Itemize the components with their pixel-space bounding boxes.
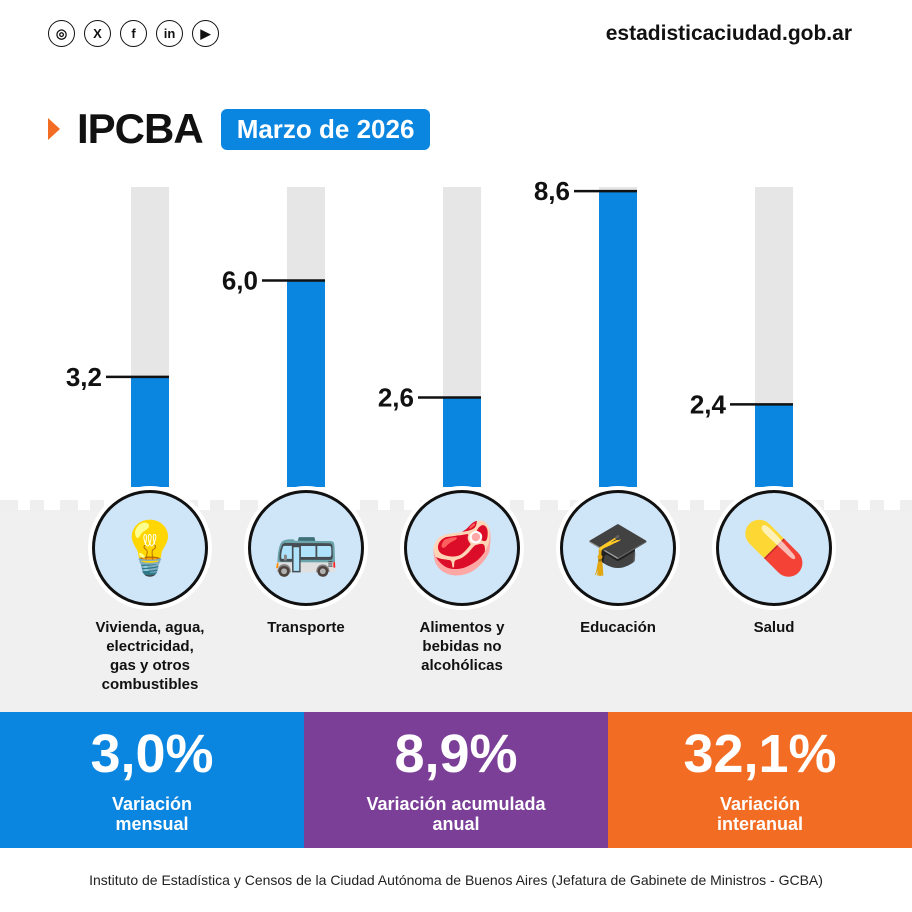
data-label: 6,0	[222, 266, 258, 296]
summary-monthly: 3,0% Variación mensual	[0, 712, 304, 848]
bar	[287, 280, 325, 487]
category-label: Salud	[753, 619, 795, 636]
bar	[443, 397, 481, 487]
youtube-icon[interactable]: ▶	[192, 20, 219, 47]
category-label: Vivienda, agua, electricidad, gas y otro…	[95, 619, 205, 693]
data-label: 8,6	[534, 176, 570, 206]
summary-value: 3,0%	[90, 724, 214, 784]
arrow-icon	[48, 118, 60, 140]
instagram-icon[interactable]: ◎	[48, 20, 75, 47]
bar	[755, 404, 793, 487]
bar	[131, 376, 169, 487]
summary-label: Variación acumulada anual	[366, 794, 546, 834]
bar	[599, 191, 637, 487]
linkedin-icon[interactable]: in	[156, 20, 183, 47]
lightbulb-icon: 💡	[92, 490, 208, 606]
bar-chart: 3,2 6,0 2,6 8,6 2,4	[66, 176, 793, 487]
data-label: 3,2	[66, 362, 102, 392]
x-icon[interactable]: X	[84, 20, 111, 47]
data-label: 2,4	[690, 389, 727, 419]
page-title: IPCBA	[77, 105, 204, 152]
facebook-icon[interactable]: f	[120, 20, 147, 47]
website-link[interactable]: estadisticaciudad.gob.ar	[605, 22, 852, 45]
data-label: 2,6	[378, 383, 414, 413]
category-label: Alimentos y bebidas no alcohólicas	[419, 619, 505, 674]
meat-icon: 🥩	[404, 490, 520, 606]
summary-value: 8,9%	[394, 724, 518, 784]
summary-interannual: 32,1% Variación interanual	[608, 712, 912, 848]
summary-value: 32,1%	[683, 724, 837, 784]
summary-label: Variación interanual	[716, 794, 804, 834]
pill-icon: 💊	[716, 490, 832, 606]
graduation-cap-icon: 🎓	[560, 490, 676, 606]
bus-icon: 🚌	[248, 490, 364, 606]
category-label: Educación	[580, 619, 656, 636]
period-badge: Marzo de 2026	[220, 108, 431, 150]
summary-label: Variación mensual	[111, 794, 193, 834]
title-row: IPCBA Marzo de 2026	[48, 105, 431, 153]
summary-accumulated: 8,9% Variación acumulada anual	[304, 712, 608, 848]
social-links: ◎ X f in ▶	[48, 20, 219, 47]
footer-credit: Instituto de Estadística y Censos de la …	[89, 872, 823, 888]
category-label: Transporte	[267, 619, 345, 636]
